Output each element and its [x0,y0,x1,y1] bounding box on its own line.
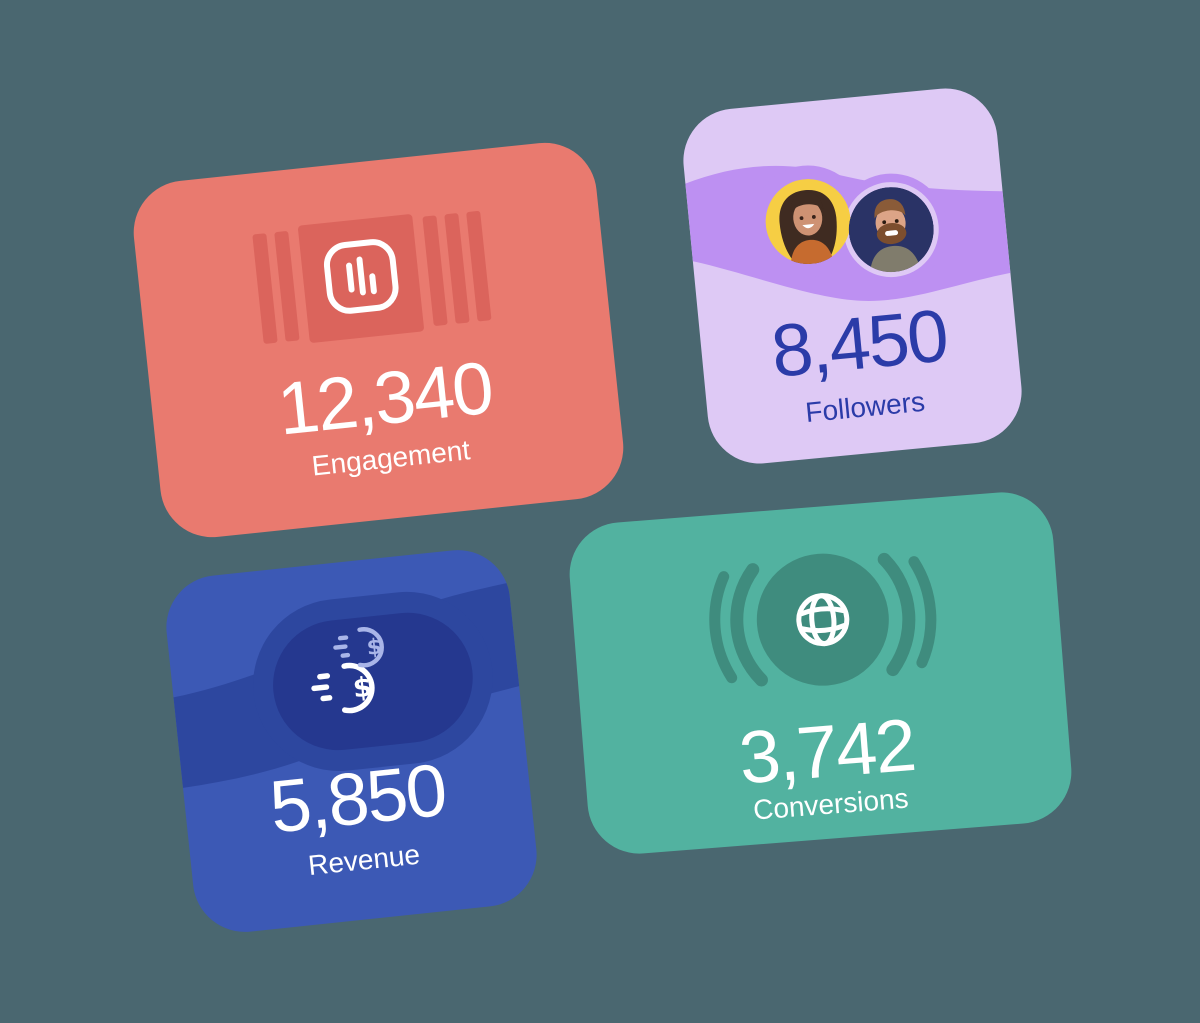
stripe-decoration [444,212,470,324]
stripe-decoration [274,230,300,342]
ribbon-band-decoration: $ $ [161,545,542,937]
engagement-card: 12,340 Engagement [128,137,629,543]
fast-coin-icon: $ [304,654,396,723]
stripe-decoration [252,233,278,345]
stripe-decoration [466,210,492,322]
svg-text:$: $ [365,634,383,660]
globe-icon [796,593,850,647]
conversions-card: 3,742 Conversions [565,488,1076,858]
male-avatar [845,183,938,276]
bar-chart-icon-block [297,213,425,344]
ticket-stripes-decoration [135,194,610,360]
female-avatar [762,175,855,268]
fast-coin-icon-secondary: $ [327,620,401,675]
followers-card: 8,450 Followers [678,83,1027,469]
revenue-card: $ $ 5,850 Revenue [161,544,542,938]
wave-band-decoration [679,84,1027,469]
stripe-decoration [422,215,448,327]
ripple-globe-decoration [654,488,992,751]
bar-chart-icon [320,235,402,321]
svg-text:$: $ [352,672,374,705]
